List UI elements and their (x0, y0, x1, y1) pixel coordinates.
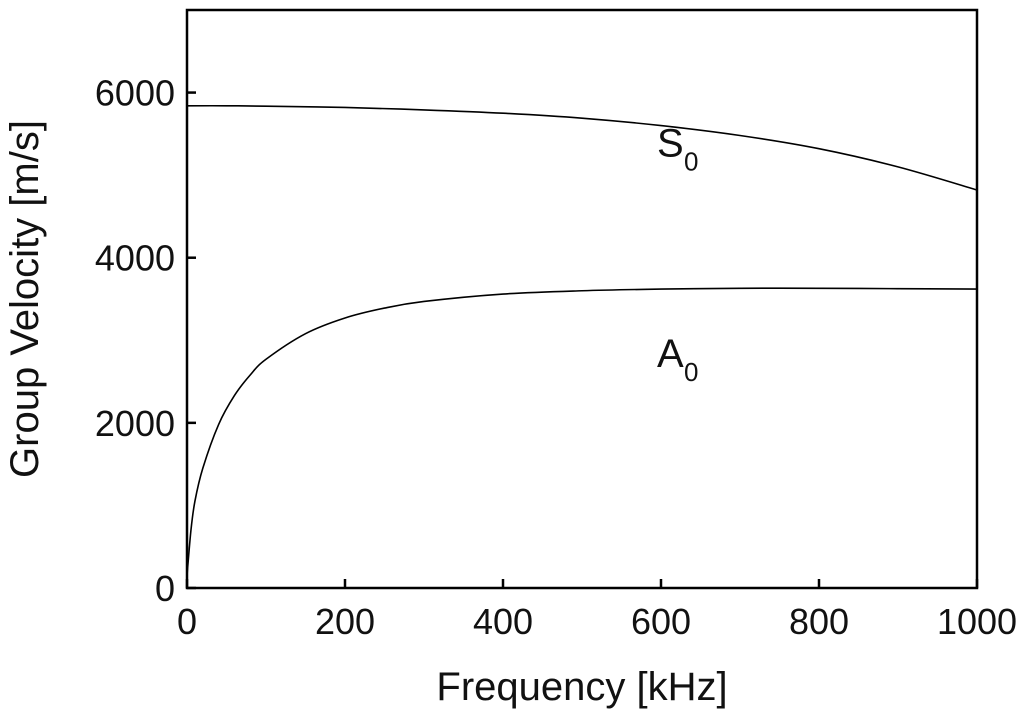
x-tick-label: 1000 (937, 601, 1017, 642)
curve-label-main: S (657, 122, 684, 166)
x-axis-label: Frequency [kHz] (436, 665, 727, 709)
x-tick-label: 600 (631, 601, 691, 642)
x-tick-label: 200 (315, 601, 375, 642)
series-line-a0 (186, 287, 978, 576)
y-tick-label: 0 (155, 568, 175, 609)
x-tick-label: 800 (789, 601, 849, 642)
y-tick-label: 6000 (95, 73, 175, 114)
series-line-s0 (186, 104, 978, 191)
axis-ticks: 0 200 400 600 800 1000 0 2000 4000 6000 (95, 73, 1017, 642)
y-axis-label: Group Velocity [m/s] (3, 120, 47, 478)
x-tick-label: 400 (473, 601, 533, 642)
plot-marks: S 0A 0 (186, 104, 978, 576)
y-tick-label: 4000 (95, 238, 175, 279)
curve-label-main: A (657, 332, 684, 376)
curve-label-subscript: 0 (684, 357, 698, 387)
plot-frame (185, 8, 979, 590)
y-tick-label: 2000 (95, 403, 175, 444)
x-tick-label: 0 (177, 601, 197, 642)
curve-label-subscript: 0 (684, 147, 698, 177)
